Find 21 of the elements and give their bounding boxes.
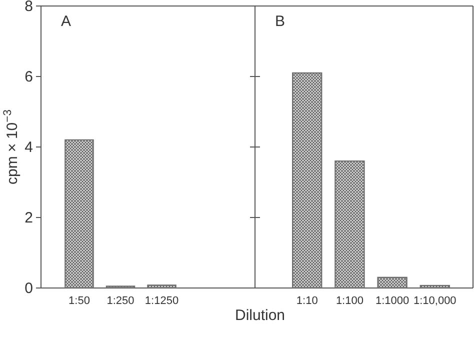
bar (334, 160, 365, 289)
annotation: A (61, 13, 72, 30)
y-tick-label: 6 (24, 68, 33, 86)
bar (147, 284, 176, 289)
bar (64, 139, 94, 289)
y-tick-label: 4 (24, 138, 33, 156)
x-tick-label: 1:250 (106, 294, 134, 307)
bar (420, 284, 450, 289)
x-tick-label: 1:10,000 (413, 294, 456, 307)
x-tick-label: 1:50 (68, 294, 90, 307)
annotation: B (275, 13, 286, 30)
y-tick-label: 8 (24, 0, 33, 15)
x-tick-label: 1:10 (296, 294, 318, 307)
x-tick-label: 1:1000 (375, 294, 410, 307)
y-tick-label: 2 (24, 209, 33, 226)
x-axis-title: Dilution (234, 307, 286, 324)
bar (292, 72, 322, 289)
x-tick-label: 1:1250 (144, 294, 179, 307)
bar (377, 276, 408, 289)
x-tick-label: 1:100 (336, 294, 364, 307)
y-tick-label: 0 (24, 280, 33, 297)
